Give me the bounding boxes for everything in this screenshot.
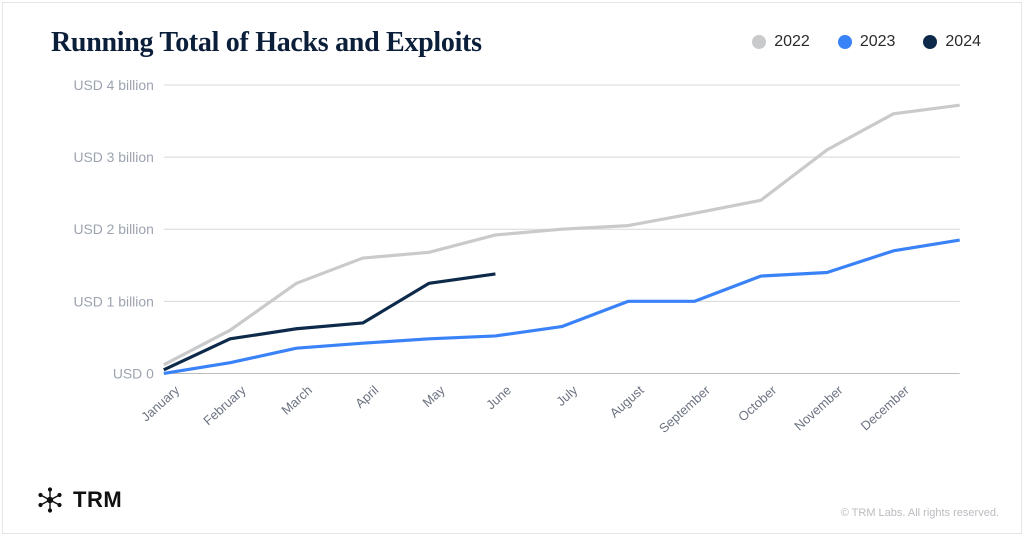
trm-network-icon <box>37 487 63 513</box>
svg-text:USD 3 billion: USD 3 billion <box>73 149 153 165</box>
series-2023 <box>164 240 960 373</box>
legend-swatch <box>752 35 766 49</box>
legend-label: 2023 <box>860 33 896 51</box>
copyright-text: © TRM Labs. All rights reserved. <box>841 507 999 519</box>
x-axis-label: September <box>656 382 714 436</box>
svg-text:USD 2 billion: USD 2 billion <box>73 221 153 237</box>
x-axis-label: June <box>483 382 514 412</box>
chart-area: USD 0 USD 1 billion USD 2 billion USD 3 bil… <box>43 75 981 463</box>
header: Running Total of Hacks and Exploits 2022… <box>3 3 1021 59</box>
chart-card: Running Total of Hacks and Exploits 2022… <box>2 2 1022 534</box>
brand-logo: TRM <box>37 487 122 513</box>
x-axis-label: March <box>278 382 315 417</box>
x-axis-label: August <box>607 382 647 420</box>
svg-text:USD 4 billion: USD 4 billion <box>73 77 153 93</box>
svg-text:USD 1 billion: USD 1 billion <box>73 293 153 309</box>
legend-item-2023: 2023 <box>838 33 896 51</box>
x-axis-label: October <box>735 382 780 424</box>
svg-text:USD 0: USD 0 <box>113 365 154 381</box>
x-axis-label: February <box>200 382 249 428</box>
x-axis-label: November <box>791 382 846 433</box>
legend-swatch <box>838 35 852 49</box>
legend-swatch <box>923 35 937 49</box>
chart-title: Running Total of Hacks and Exploits <box>51 27 482 59</box>
legend-label: 2022 <box>774 33 810 51</box>
legend-item-2022: 2022 <box>752 33 810 51</box>
x-axis-label: July <box>553 382 581 409</box>
x-axis-label: December <box>858 382 913 433</box>
legend-label: 2024 <box>945 33 981 51</box>
legend-item-2024: 2024 <box>923 33 981 51</box>
x-axis-label: April <box>352 382 381 410</box>
x-axis-label: January <box>138 382 183 424</box>
brand-text: TRM <box>73 487 122 513</box>
legend: 2022 2023 2024 <box>752 27 981 51</box>
line-chart: USD 0 USD 1 billion USD 2 billion USD 3 bil… <box>43 75 981 463</box>
series-2024 <box>164 274 496 370</box>
x-axis-label: May <box>419 382 448 410</box>
